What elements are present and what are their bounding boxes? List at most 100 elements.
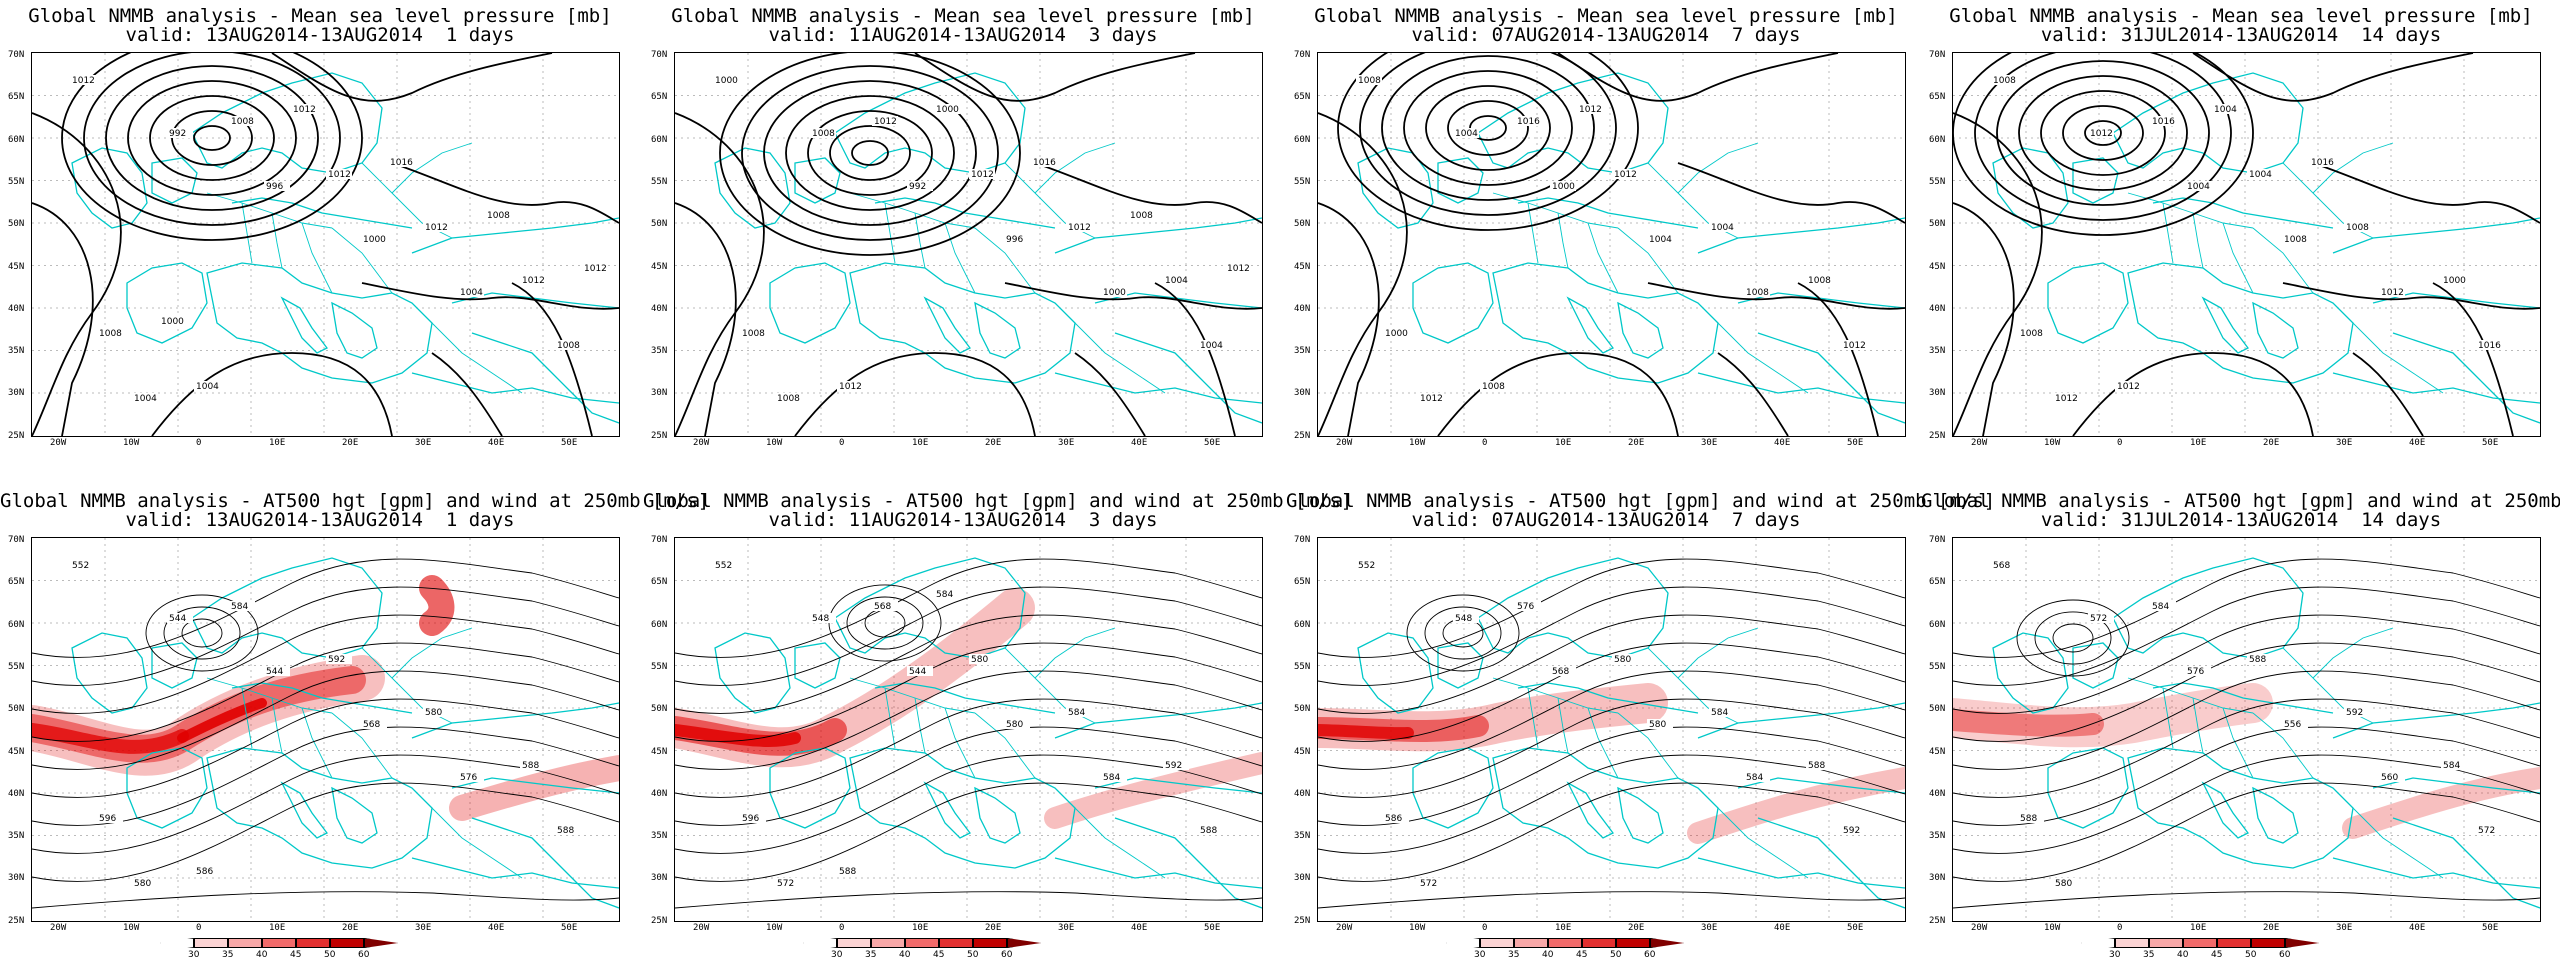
latitude-label: 70N bbox=[1929, 535, 1946, 545]
latitude-label: 45N bbox=[8, 746, 25, 757]
latitude-label: 40N bbox=[1294, 788, 1311, 799]
isobar bbox=[391, 162, 619, 224]
contour-label-bg bbox=[264, 181, 290, 191]
contour-label-bg bbox=[167, 128, 193, 138]
contour-label: 588 bbox=[2020, 814, 2037, 824]
colorbar-tick-label: 50 bbox=[967, 950, 979, 960]
latitude-label: 30N bbox=[8, 388, 25, 399]
contour-label: 584 bbox=[1068, 708, 1085, 718]
contour-label-bg bbox=[1163, 760, 1189, 770]
jet-stream-shading bbox=[2342, 767, 2540, 839]
contour-label-bg bbox=[2344, 222, 2370, 232]
panel-title: Global NMMB analysis - Mean sea level pr… bbox=[1949, 5, 2533, 27]
colorbar-tick-label: 35 bbox=[865, 950, 877, 960]
coastline bbox=[1566, 296, 1614, 354]
colorbar-swatch bbox=[262, 938, 296, 948]
latitude-label: 30N bbox=[1294, 873, 1311, 884]
coastline bbox=[280, 781, 328, 839]
panel-valid-period: valid: 13AUG2014-13AUG2014 1 days bbox=[125, 24, 515, 46]
latitude-label: 60N bbox=[8, 619, 25, 630]
contour-label: 1004 bbox=[1165, 276, 1188, 286]
longitude-label: 20E bbox=[985, 438, 1002, 448]
height-contour bbox=[1953, 558, 2540, 658]
contour-label: 992 bbox=[169, 129, 186, 139]
latitude-label: 30N bbox=[1294, 388, 1311, 399]
height-contour bbox=[32, 726, 619, 826]
jet-stream-shading bbox=[1044, 752, 1262, 829]
longitude-label: 10E bbox=[2190, 438, 2207, 448]
country-border bbox=[431, 322, 523, 394]
coastline bbox=[471, 817, 619, 909]
contour-label-bg bbox=[2247, 169, 2273, 179]
latitude-label: 55N bbox=[651, 176, 668, 187]
contour-label-bg bbox=[740, 813, 766, 823]
map-svg: 1008 1004 1000 1004 1008 1012 1012 1016 1012 1004… bbox=[1318, 53, 1905, 436]
isobar bbox=[1647, 282, 1905, 310]
longitude-label: 10E bbox=[2190, 923, 2207, 933]
height-contour bbox=[1318, 586, 1905, 686]
country-border bbox=[391, 142, 473, 194]
longitude-label: 10W bbox=[2044, 923, 2061, 933]
coastline bbox=[2332, 702, 2540, 739]
contour-label-bg bbox=[1841, 825, 1867, 835]
contour-label: 586 bbox=[1385, 814, 1402, 824]
coastline bbox=[1114, 817, 1262, 909]
map-panel-z500-1: Global NMMB analysis - AT500 hgt [gpm] a… bbox=[0, 485, 709, 965]
isobar bbox=[794, 352, 1036, 436]
coastline bbox=[2047, 262, 2129, 344]
contour-label-bg bbox=[1066, 222, 1092, 232]
contour-label: 1008 bbox=[2020, 329, 2043, 339]
height-contour bbox=[1318, 782, 1905, 882]
height-contour bbox=[2034, 611, 2112, 665]
longitude-label: 20W bbox=[1336, 438, 1353, 448]
coastline bbox=[1697, 372, 1905, 404]
latitude-label: 25N bbox=[651, 430, 668, 441]
colorbar-tick-label: 45 bbox=[933, 950, 945, 960]
colorbar-tick-label: 40 bbox=[256, 950, 268, 960]
map-svg: 568 572 576 556 560 572 580 584 588 592 584 588 bbox=[1953, 538, 2540, 921]
contour-label-bg bbox=[2185, 666, 2211, 676]
contour-label: 584 bbox=[1103, 773, 1120, 783]
contour-label: 1008 bbox=[742, 329, 765, 339]
coastline bbox=[191, 557, 383, 659]
longitude-label: 30E bbox=[1701, 923, 1718, 933]
contour-label: 996 bbox=[266, 182, 283, 192]
latitude-label: 45N bbox=[651, 746, 668, 757]
contour-label-bg bbox=[1383, 813, 1409, 823]
longitude-label: 0 bbox=[196, 923, 202, 933]
contour-label: 580 bbox=[1649, 720, 1666, 730]
contour-label-bg bbox=[582, 263, 608, 273]
coastline bbox=[151, 642, 198, 689]
contour-label: 1012 bbox=[584, 264, 607, 274]
coastline bbox=[1437, 642, 1484, 689]
height-contour bbox=[32, 891, 619, 909]
latitude-label: 50N bbox=[8, 704, 25, 715]
coastline bbox=[1697, 217, 1905, 254]
isobar bbox=[2018, 75, 2188, 191]
longitude-label: 0 bbox=[839, 923, 845, 933]
colorbar-swatch bbox=[939, 938, 973, 948]
colorbar-tick-label: 45 bbox=[290, 950, 302, 960]
coastline bbox=[714, 632, 791, 714]
contour-label: 552 bbox=[72, 561, 89, 571]
height-contour bbox=[675, 670, 1262, 770]
contour-label: 1004 bbox=[196, 382, 219, 392]
contour-label: 544 bbox=[169, 614, 186, 624]
latitude-label: 50N bbox=[8, 219, 25, 230]
isobar bbox=[851, 140, 889, 166]
colorbar-swatch bbox=[2217, 938, 2251, 948]
latitude-label: 55N bbox=[1294, 176, 1311, 187]
contour-label: 588 bbox=[522, 761, 539, 771]
contour-label-bg bbox=[2441, 760, 2467, 770]
coastline bbox=[1697, 857, 1905, 889]
coastline bbox=[331, 301, 378, 359]
panel-valid-period: valid: 31JUL2014-13AUG2014 14 days bbox=[2040, 509, 2442, 531]
contour-label-bg bbox=[2088, 613, 2114, 623]
isobar bbox=[2062, 105, 2144, 161]
contour-label: 1004 bbox=[460, 288, 483, 298]
contour-label: 1000 bbox=[1103, 288, 1126, 298]
coastline bbox=[231, 197, 413, 229]
longitude-label: 20W bbox=[50, 438, 67, 448]
longitude-label: 20E bbox=[2263, 438, 2280, 448]
longitude-label: 40E bbox=[2409, 923, 2426, 933]
